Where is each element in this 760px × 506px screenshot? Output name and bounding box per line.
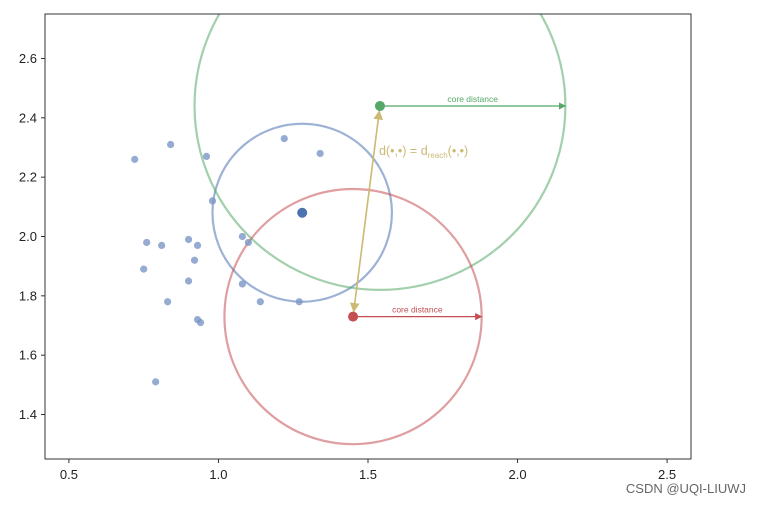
data-point [244, 238, 252, 247]
blue-core-point [297, 207, 308, 218]
y-tick-label: 2.4 [19, 110, 37, 125]
data-point [256, 298, 264, 306]
x-tick-label: 1.0 [209, 467, 227, 482]
data-point [193, 241, 202, 249]
axes-frame [44, 13, 692, 460]
x-tick-label: 0.5 [60, 467, 78, 482]
data-point [196, 318, 205, 327]
data-point [208, 197, 217, 205]
y-tick-label: 1.4 [19, 407, 37, 422]
data-point [158, 241, 166, 249]
plot-area [131, 14, 567, 446]
data-point [131, 155, 139, 163]
y-tick-label: 1.6 [19, 348, 37, 363]
watermark-text: CSDN @UQI-LIUWJ [625, 481, 746, 496]
green-core-point [374, 100, 385, 111]
data-point [238, 232, 246, 241]
x-tick-label: 1.5 [359, 467, 377, 482]
data-point [238, 280, 246, 288]
reachability-distance-arrow [350, 109, 383, 313]
data-point [167, 140, 175, 149]
data-point [184, 235, 193, 244]
y-tick-label: 1.8 [19, 288, 37, 303]
annotations: core distance core distance d(•,•) = dreac… [379, 94, 498, 315]
x-tick-label: 2.5 [658, 467, 676, 482]
data-point [190, 256, 199, 264]
axis-ticks: 0.5 1.0 1.5 2.0 2.5 1.4 1.6 1.8 2.0 2.2 2.4 2.6 [19, 51, 676, 482]
data-point [143, 238, 151, 247]
y-tick-label: 2.0 [19, 229, 37, 244]
data-point [202, 152, 211, 160]
reachability-distance-label: d(•,•) = dreach(•,•) [379, 144, 468, 160]
data-point [140, 265, 148, 273]
data-point [316, 149, 324, 158]
x-tick-label: 2.0 [508, 467, 526, 482]
red-core-point [348, 311, 359, 322]
y-tick-label: 2.6 [19, 51, 37, 66]
data-point [295, 298, 303, 306]
data-point [164, 298, 172, 306]
data-point [184, 277, 193, 285]
y-tick-label: 2.2 [19, 170, 37, 185]
data-point [280, 135, 288, 143]
red-core-distance-label: core distance [392, 305, 443, 315]
data-point [152, 378, 160, 386]
green-core-distance-label: core distance [447, 94, 498, 104]
